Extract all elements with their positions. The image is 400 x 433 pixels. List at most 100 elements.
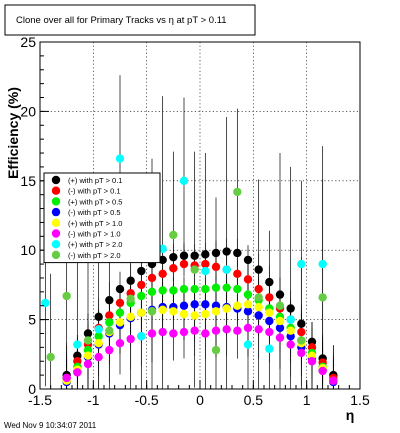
data-point (254, 311, 263, 320)
data-point (318, 293, 327, 302)
legend-label: (+) with pT > 2.0 (68, 240, 122, 249)
data-point (297, 348, 306, 358)
x-tick-label: 1.5 (350, 392, 370, 408)
data-point (211, 326, 221, 335)
x-tick-label: -1.5 (28, 392, 52, 408)
data-point (190, 251, 199, 260)
y-tick-label: 0 (28, 381, 36, 397)
data-point (179, 259, 189, 269)
legend-marker (51, 197, 61, 206)
data-point (254, 302, 263, 312)
data-point (222, 283, 231, 292)
data-point (211, 262, 221, 272)
data-point (83, 329, 93, 338)
data-point (158, 305, 167, 315)
data-point (137, 280, 146, 290)
grid (40, 42, 360, 389)
data-point (233, 269, 242, 278)
data-point (179, 251, 189, 260)
data-point (190, 265, 199, 274)
data-points (41, 154, 338, 387)
y-tick-label: 10 (20, 242, 36, 258)
data-point (243, 300, 253, 309)
data-point (169, 252, 178, 262)
data-point (179, 176, 189, 185)
legend-marker (51, 175, 61, 185)
data-point (243, 323, 253, 333)
data-point (115, 318, 125, 327)
data-point (233, 248, 242, 258)
data-point (275, 323, 285, 333)
data-point (254, 325, 263, 334)
data-point (297, 336, 306, 345)
x-tick-label: 0.5 (244, 392, 264, 408)
data-point (190, 326, 199, 335)
data-point (179, 327, 189, 337)
data-point (201, 284, 210, 294)
data-point (265, 327, 274, 337)
data-point (211, 248, 221, 258)
data-point (94, 352, 103, 362)
data-point (83, 336, 93, 345)
data-point (94, 312, 103, 322)
data-point (105, 295, 114, 305)
data-point (243, 290, 253, 299)
data-point (83, 359, 93, 369)
data-point (137, 332, 146, 341)
data-point (201, 250, 210, 259)
data-point (83, 351, 93, 360)
data-point (329, 376, 338, 385)
data-point (169, 307, 178, 316)
y-tick-label: 25 (20, 34, 36, 50)
data-point (222, 247, 231, 256)
data-point (201, 329, 210, 338)
data-point (126, 312, 135, 322)
data-point (254, 284, 263, 294)
data-point (169, 329, 178, 338)
data-point (115, 308, 125, 317)
data-point (73, 368, 82, 377)
data-point (179, 309, 189, 319)
data-point (73, 340, 82, 349)
data-point (222, 265, 231, 274)
data-point (297, 327, 306, 337)
data-point (190, 311, 199, 320)
data-point (297, 319, 306, 328)
data-point (137, 266, 146, 276)
data-point (286, 326, 295, 335)
legend-label: (-) with pT > 0.1 (68, 187, 121, 196)
y-tick-label: 15 (20, 173, 36, 189)
legend-label: (-) with pT > 1.0 (68, 230, 121, 239)
data-point (211, 345, 221, 355)
legend-marker (51, 240, 61, 249)
data-point (286, 340, 295, 349)
data-point (201, 266, 210, 276)
timestamp: Wed Nov 9 10:34:07 2011 (4, 421, 97, 430)
legend-marker (51, 250, 61, 260)
data-point (222, 325, 231, 334)
data-point (126, 294, 135, 303)
data-point (94, 325, 103, 334)
data-point (307, 357, 317, 366)
data-point (94, 338, 103, 348)
y-tick-label: 5 (28, 312, 36, 328)
data-point (275, 333, 285, 342)
data-point (147, 307, 157, 316)
data-point (265, 316, 274, 326)
data-point (222, 304, 231, 313)
data-point (158, 286, 167, 295)
data-point (137, 308, 146, 317)
data-point (243, 340, 253, 349)
data-point (243, 275, 253, 284)
legend-label: (+) with pT > 0.1 (68, 176, 122, 185)
data-point (201, 300, 210, 309)
x-tick-label: 0 (196, 392, 204, 408)
data-point (179, 284, 189, 294)
legend-marker (51, 218, 61, 227)
axis-tick-labels: -1.5 -1 -0.5 0 0.5 1 1.5 0 5 10 15 20 25 (20, 34, 370, 408)
data-point (158, 244, 167, 254)
data-point (201, 259, 210, 269)
data-point (158, 327, 167, 337)
data-point (147, 287, 157, 297)
